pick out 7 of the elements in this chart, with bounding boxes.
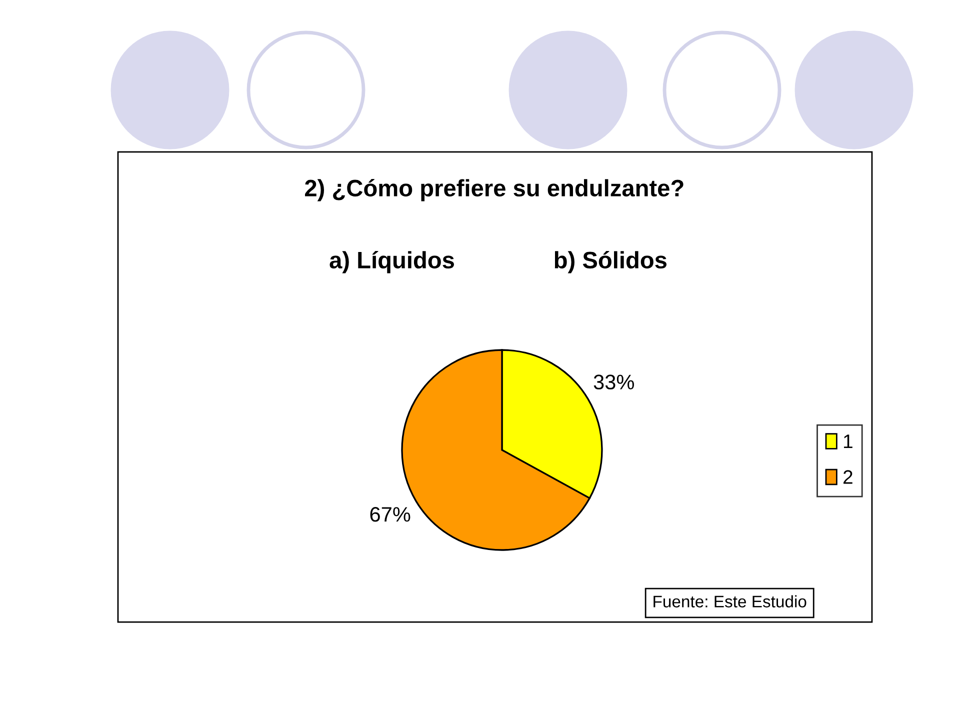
legend-label: 1 — [844, 434, 852, 448]
legend-label: 2 — [843, 470, 852, 484]
data-label: 67% — [370, 507, 410, 522]
data-label: 33% — [594, 374, 634, 390]
chart-title: 2) ¿Cómo prefiere su endulzante? — [305, 178, 684, 202]
chart-subtitle: a) Líquidos b) Sólidos — [330, 250, 666, 274]
source-note: Fuente: Este Estudio — [654, 595, 806, 608]
